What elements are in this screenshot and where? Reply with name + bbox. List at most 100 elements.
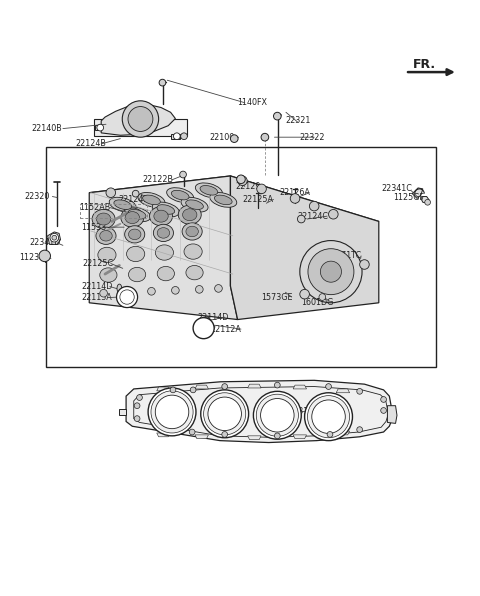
Text: 22114D: 22114D [81, 282, 112, 291]
Circle shape [128, 107, 153, 132]
Text: 22122B: 22122B [142, 175, 173, 184]
Text: 11533: 11533 [81, 223, 106, 232]
Polygon shape [89, 176, 379, 238]
Polygon shape [387, 406, 397, 423]
Text: 22100: 22100 [209, 133, 234, 142]
Circle shape [180, 171, 186, 178]
Circle shape [193, 318, 214, 339]
Text: 22341C: 22341C [381, 184, 412, 193]
Ellipse shape [123, 207, 151, 222]
Text: 22311: 22311 [289, 408, 314, 417]
Circle shape [120, 290, 134, 304]
Polygon shape [170, 134, 180, 139]
Text: 22125C: 22125C [82, 259, 113, 268]
Text: 1140FX: 1140FX [238, 98, 268, 107]
Circle shape [328, 209, 338, 219]
Text: 22140B: 22140B [32, 124, 62, 133]
Circle shape [230, 135, 238, 142]
Text: 22124B: 22124B [118, 195, 149, 204]
Circle shape [308, 396, 349, 437]
Ellipse shape [96, 213, 111, 225]
Text: 1573GE: 1573GE [262, 293, 293, 302]
Circle shape [97, 124, 104, 131]
Ellipse shape [109, 197, 136, 212]
Polygon shape [293, 385, 307, 389]
Polygon shape [94, 119, 187, 136]
Ellipse shape [100, 268, 117, 282]
Ellipse shape [127, 246, 145, 262]
Circle shape [310, 201, 319, 211]
Ellipse shape [156, 245, 173, 260]
Polygon shape [101, 104, 175, 135]
Text: 1125GF: 1125GF [393, 193, 424, 202]
Polygon shape [157, 433, 170, 437]
Ellipse shape [215, 195, 232, 204]
Ellipse shape [152, 202, 180, 217]
Bar [46, 147, 436, 367]
Circle shape [253, 392, 301, 439]
Circle shape [357, 389, 362, 394]
Circle shape [156, 395, 189, 429]
Ellipse shape [129, 268, 146, 282]
Circle shape [305, 393, 352, 440]
Ellipse shape [184, 244, 202, 259]
Ellipse shape [157, 204, 175, 214]
Text: 22125A: 22125A [242, 195, 274, 204]
Ellipse shape [125, 212, 140, 224]
Ellipse shape [167, 188, 194, 203]
Circle shape [261, 399, 294, 432]
Ellipse shape [171, 190, 189, 200]
Polygon shape [195, 385, 208, 389]
Circle shape [159, 79, 166, 86]
Circle shape [151, 391, 193, 433]
Text: 22124B: 22124B [75, 139, 106, 148]
Circle shape [195, 285, 203, 293]
Circle shape [132, 190, 139, 197]
Circle shape [308, 249, 354, 294]
Circle shape [173, 133, 180, 139]
Text: 22114D: 22114D [197, 313, 228, 322]
Circle shape [134, 416, 140, 421]
Ellipse shape [92, 209, 115, 229]
Circle shape [298, 215, 305, 223]
Ellipse shape [157, 266, 174, 281]
Circle shape [134, 403, 140, 409]
Polygon shape [126, 380, 393, 443]
Ellipse shape [96, 227, 116, 244]
Ellipse shape [195, 183, 222, 198]
Ellipse shape [186, 200, 204, 209]
Circle shape [425, 200, 431, 205]
Circle shape [50, 234, 59, 242]
Circle shape [124, 288, 132, 296]
Circle shape [148, 287, 156, 295]
Text: 22321: 22321 [286, 116, 311, 125]
Circle shape [201, 390, 249, 437]
Polygon shape [95, 125, 101, 131]
Circle shape [222, 384, 228, 389]
Ellipse shape [129, 229, 141, 240]
Text: 22112A: 22112A [210, 325, 241, 334]
Circle shape [319, 294, 325, 300]
Ellipse shape [182, 209, 197, 221]
Polygon shape [120, 409, 126, 415]
Ellipse shape [198, 317, 209, 323]
Circle shape [222, 432, 228, 437]
Text: 22341D: 22341D [29, 237, 61, 247]
Polygon shape [336, 389, 349, 393]
Polygon shape [248, 384, 261, 388]
Polygon shape [89, 176, 238, 319]
Ellipse shape [210, 193, 237, 207]
Circle shape [170, 387, 176, 393]
Circle shape [290, 194, 300, 203]
Ellipse shape [157, 228, 169, 238]
Ellipse shape [186, 265, 203, 280]
Polygon shape [421, 197, 429, 203]
Circle shape [148, 388, 196, 436]
Text: 22129: 22129 [235, 182, 261, 191]
Circle shape [39, 250, 50, 262]
Circle shape [381, 396, 386, 402]
Circle shape [256, 394, 299, 436]
Text: 22322: 22322 [300, 133, 325, 142]
Circle shape [257, 184, 266, 194]
Circle shape [117, 287, 138, 308]
